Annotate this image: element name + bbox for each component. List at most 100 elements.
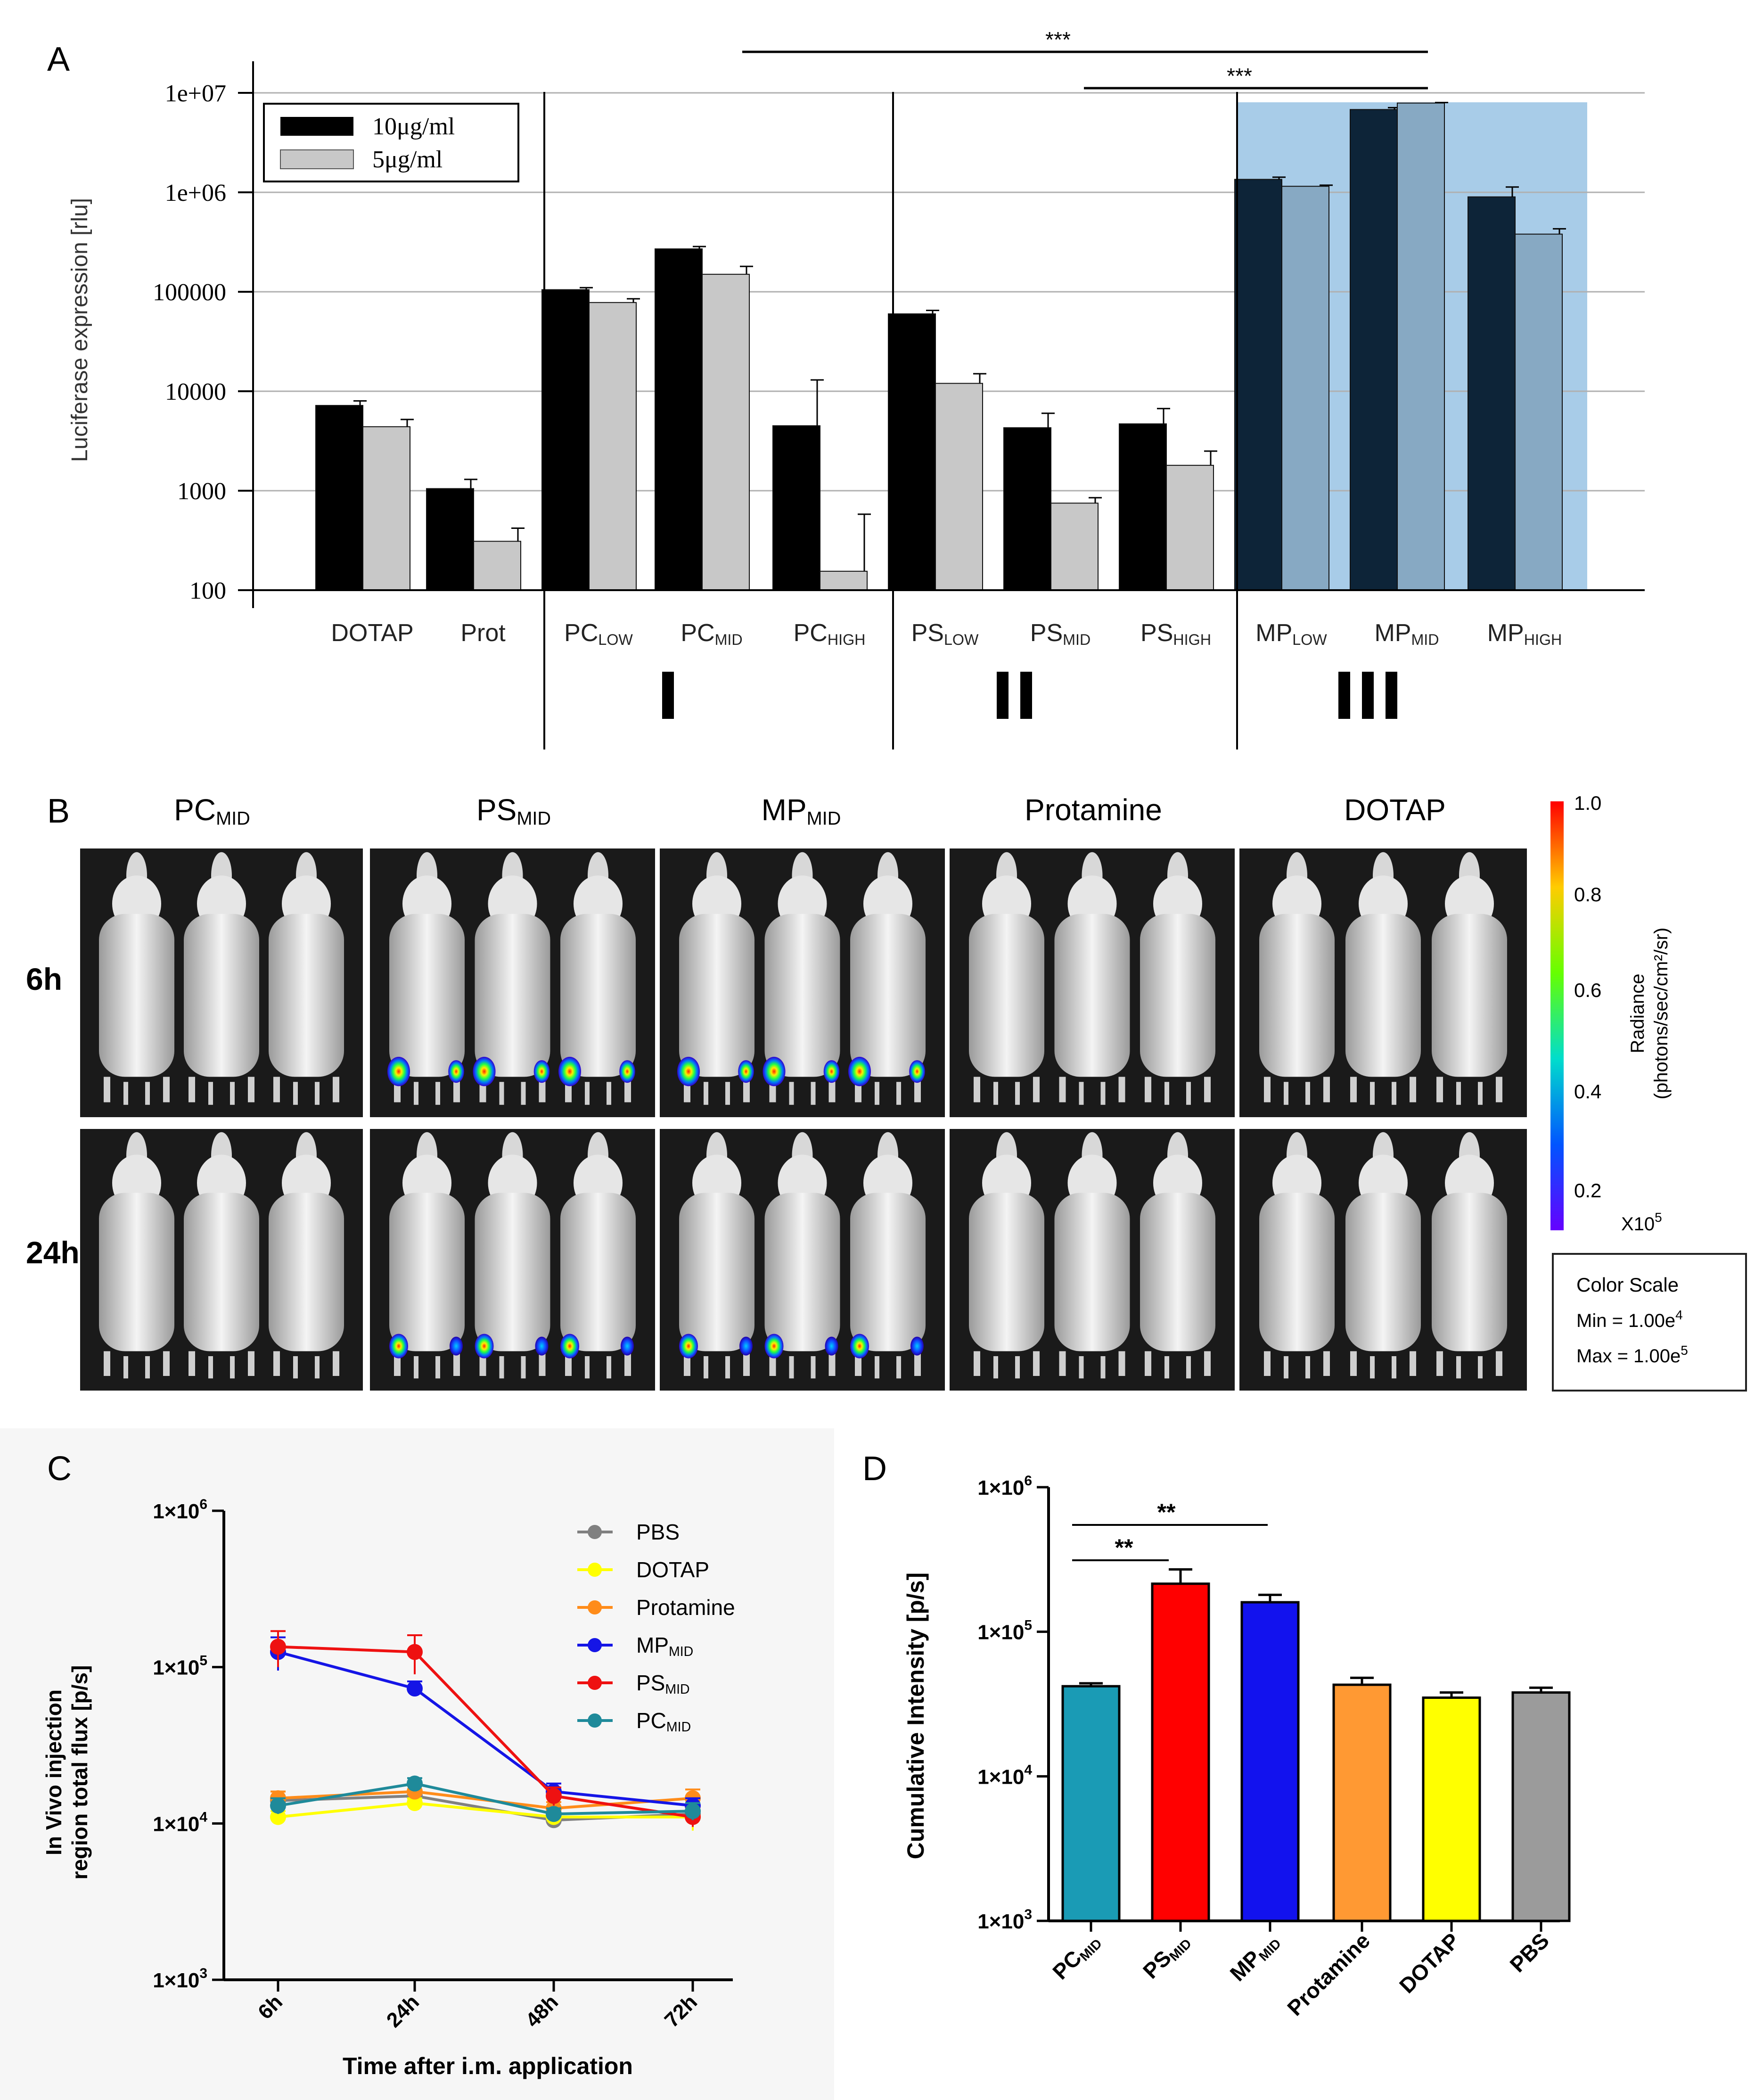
x-label-mpmid: MPMID [1374, 619, 1439, 648]
mouse-leg [1033, 1077, 1040, 1103]
signal-spot [558, 1056, 581, 1087]
mouse-leg [789, 1356, 794, 1379]
mouse-leg [607, 1356, 611, 1379]
x-label-mpmid: MPMID [1225, 1928, 1284, 1987]
image-panel [950, 1129, 1235, 1391]
legend-label: Protamine [636, 1595, 735, 1620]
panel-d-y-ticks: 1×103 1×104 1×105 1×106 [977, 1473, 1049, 1933]
bar-dotap [1422, 1696, 1481, 1922]
mouse-leg [435, 1356, 440, 1379]
signal-spot [560, 1334, 579, 1359]
sig-label-1: *** [1045, 27, 1071, 52]
mouse-leg [974, 1351, 980, 1376]
data-point [546, 1806, 562, 1822]
panel-a-y-axis-title: Luciferase expression [rlu] [67, 198, 92, 462]
colorbar-tick-label: 0.4 [1574, 1080, 1601, 1103]
mouse-body [679, 914, 754, 1077]
mouse-leg [248, 1077, 254, 1103]
mouse-leg [1436, 1351, 1443, 1376]
bar-10ug [772, 425, 820, 591]
mouse-leg [1264, 1077, 1271, 1103]
legend-marker [588, 1525, 602, 1539]
x-label-psmid: PSMID [1030, 619, 1091, 648]
bar-10ug [541, 289, 590, 591]
colorbar-title-1: Radiance [1627, 973, 1648, 1053]
mouse-leg [1186, 1082, 1191, 1105]
mouse-body [99, 914, 174, 1077]
mouse-leg [875, 1356, 879, 1379]
mouse-body [764, 1193, 840, 1351]
group-label-I [662, 672, 674, 719]
colorbar-title-2: (photons/sec/cm²/sr) [1651, 928, 1672, 1100]
legend-label-10ug: 10μg/ml [372, 113, 455, 140]
tick-label: 1×103 [153, 1966, 207, 1992]
mouse-leg [1456, 1082, 1461, 1105]
tick-label: 10000 [165, 379, 226, 405]
series-pc [270, 1775, 701, 1822]
mouse-leg [293, 1356, 298, 1379]
panel-c-y-title-2: region total flux [p/s] [67, 1665, 92, 1880]
mouse-leg [875, 1082, 879, 1105]
mouse-leg [1323, 1077, 1330, 1103]
legend-label: PBS [636, 1520, 680, 1544]
tick-label: 1×105 [153, 1653, 207, 1680]
panel-a-bars [315, 101, 1566, 591]
mouse-leg [896, 1356, 901, 1379]
mouse-leg [539, 1077, 546, 1103]
tick-label: 1000 [177, 478, 226, 505]
legend-swatch-5ug [280, 149, 354, 169]
bar-10ug [1119, 423, 1167, 591]
row-label-24h: 24h [26, 1235, 80, 1270]
legend-marker [588, 1563, 602, 1577]
series-line [278, 1802, 693, 1819]
signal-spot [763, 1056, 786, 1087]
panel-a-label: A [47, 41, 70, 78]
x-label-pcmid: PCMID [1048, 1928, 1105, 1985]
mouse-body [475, 914, 550, 1077]
panel-a-significance: *** *** [742, 27, 1428, 90]
signal-spot [850, 1334, 869, 1359]
color-scale-box: Color Scale Min = 1.00e4 Max = 1.00e5 [1552, 1253, 1747, 1392]
signal-spot [823, 1060, 840, 1083]
mouse-leg [811, 1082, 816, 1105]
image-panel [80, 848, 363, 1117]
mouse-leg [1015, 1356, 1020, 1379]
column-header: Protamine [1025, 793, 1162, 827]
mouse-leg [914, 1351, 921, 1376]
legend-label: MPMID [636, 1633, 693, 1659]
bar-5ug [473, 541, 521, 591]
image-panel [80, 1129, 363, 1391]
bar-10ug [1468, 196, 1516, 591]
mouse-leg [1305, 1082, 1310, 1105]
mouse-leg [230, 1356, 235, 1379]
mouse-leg [1410, 1351, 1416, 1376]
legend-label: DOTAP [636, 1557, 709, 1582]
mouse-leg [315, 1356, 320, 1379]
mouse-leg [539, 1351, 546, 1376]
image-panel [1239, 848, 1527, 1117]
mouse-body [389, 1193, 465, 1351]
legend-label-5ug: 5μg/ml [372, 146, 443, 173]
bar-10ug [888, 313, 936, 591]
panel-a-y-ticks: 100 1000 10000 100000 1e+06 1e+07 [153, 80, 253, 604]
mouse-leg [1059, 1077, 1066, 1103]
signal-spot [825, 1336, 838, 1356]
panel-a: A 100 1000 10000 100000 1e+06 1e+07 Luciferas… [47, 27, 1645, 749]
mouse-leg [453, 1077, 460, 1103]
panel-d: D 1×103 1×104 1×105 1×106 PCMID PSMID MPMIDPr… [862, 1450, 1571, 2020]
panel-b-column-headers: PCMID PSMID MPMID Protamine DOTAP [174, 793, 1446, 829]
panel-c-legend: PBS DOTAP Protamine MPMID PSMID PCMID [577, 1520, 735, 1735]
mouse-leg [585, 1082, 590, 1105]
tick-label: 1×104 [977, 1762, 1032, 1788]
mouse-body [850, 914, 926, 1077]
mouse-leg [453, 1351, 460, 1376]
colorbar-multiplier: X105 [1621, 1210, 1662, 1235]
x-label-protamine: Protamine [1282, 1928, 1375, 2020]
mouse-body [184, 914, 259, 1077]
bar-pcmid [1061, 1685, 1121, 1922]
color-scale-max: Max = 1.00e5 [1576, 1343, 1688, 1367]
mouse-body [1259, 1193, 1335, 1351]
bar-5ug [1397, 102, 1445, 591]
x-label-pclow: PCLOW [564, 619, 633, 648]
mouse-body [475, 1193, 550, 1351]
